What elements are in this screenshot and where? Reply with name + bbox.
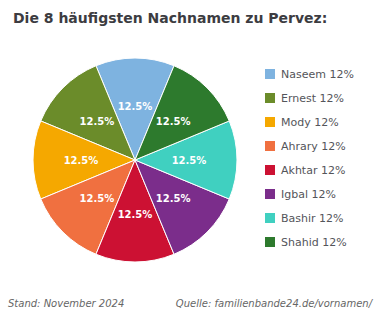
- svg-text:Quelle: familienbande24.de/vor: Quelle: familienbande24.de/vornamen/: [176, 298, 374, 309]
- svg-text:12.5%: 12.5%: [118, 101, 153, 112]
- svg-text:12.5%: 12.5%: [118, 209, 153, 220]
- svg-text:12.5%: 12.5%: [156, 116, 191, 127]
- svg-text:Igbal 12%: Igbal 12%: [281, 188, 336, 201]
- svg-text:12.5%: 12.5%: [79, 116, 114, 127]
- svg-text:Akhtar 12%: Akhtar 12%: [281, 164, 345, 177]
- svg-text:12.5%: 12.5%: [79, 193, 114, 204]
- svg-text:Ernest 12%: Ernest 12%: [281, 92, 344, 105]
- svg-text:Naseem 12%: Naseem 12%: [281, 68, 354, 81]
- svg-text:12.5%: 12.5%: [172, 155, 207, 166]
- svg-text:Stand: November 2024: Stand: November 2024: [8, 298, 124, 309]
- svg-text:Mody 12%: Mody 12%: [281, 116, 339, 129]
- svg-text:12.5%: 12.5%: [64, 155, 99, 166]
- svg-text:Shahid 12%: Shahid 12%: [281, 236, 347, 249]
- svg-text:Bashir 12%: Bashir 12%: [281, 212, 344, 225]
- svg-text:Ahrary 12%: Ahrary 12%: [281, 140, 346, 153]
- svg-text:Die 8 häufigsten Nachnamen zu: Die 8 häufigsten Nachnamen zu Pervez:: [13, 10, 327, 26]
- svg-text:12.5%: 12.5%: [156, 193, 191, 204]
